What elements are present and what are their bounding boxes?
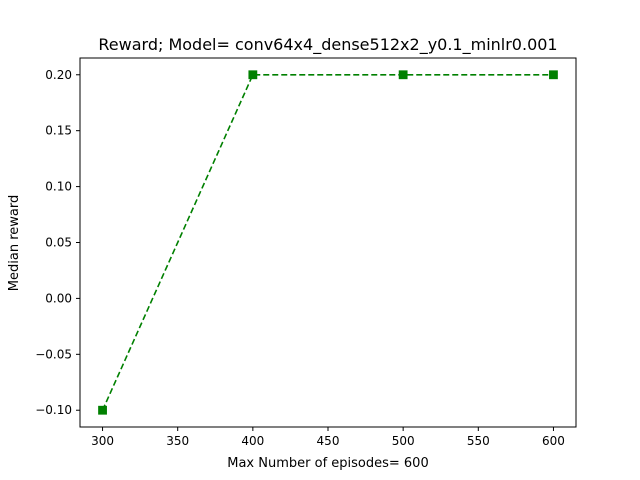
x-tick-label-6: 600 [542,434,565,448]
series-0 [98,70,558,415]
x-tick-label-0: 300 [91,434,114,448]
plot-background [80,58,576,427]
x-tick-label-1: 350 [166,434,189,448]
x-tick-label-2: 400 [241,434,264,448]
series-layer [98,70,558,415]
y-tick-label-5: 0.15 [45,124,72,138]
x-tick-label-5: 550 [467,434,490,448]
y-tick-label-4: 0.10 [45,180,72,194]
y-tick-label-0: −0.10 [35,403,72,417]
plot-area [80,58,576,427]
y-tick-label-3: 0.05 [45,236,72,250]
y-tick-label-2: 0.00 [45,291,72,305]
series-line [101,73,554,411]
data-point-1 [248,70,258,80]
x-tick-label-4: 500 [392,434,415,448]
y-tick-label-1: −0.05 [35,347,72,361]
y-tick-label-6: 0.20 [45,68,72,82]
x-axis-label: Max Number of episodes= 600 [227,456,428,471]
y-axis-label: Median reward [7,195,22,291]
x-tick-label-3: 450 [317,434,340,448]
chart-title: Reward; Model= conv64x4_dense512x2_y0.1_… [98,35,557,55]
data-point-0 [98,405,107,415]
axes: 300 350 400 450 500 550 600 −0.10 −0.05 0.00 0.05 0… [35,57,577,448]
data-point-2 [398,70,408,80]
data-point-3 [549,70,558,80]
